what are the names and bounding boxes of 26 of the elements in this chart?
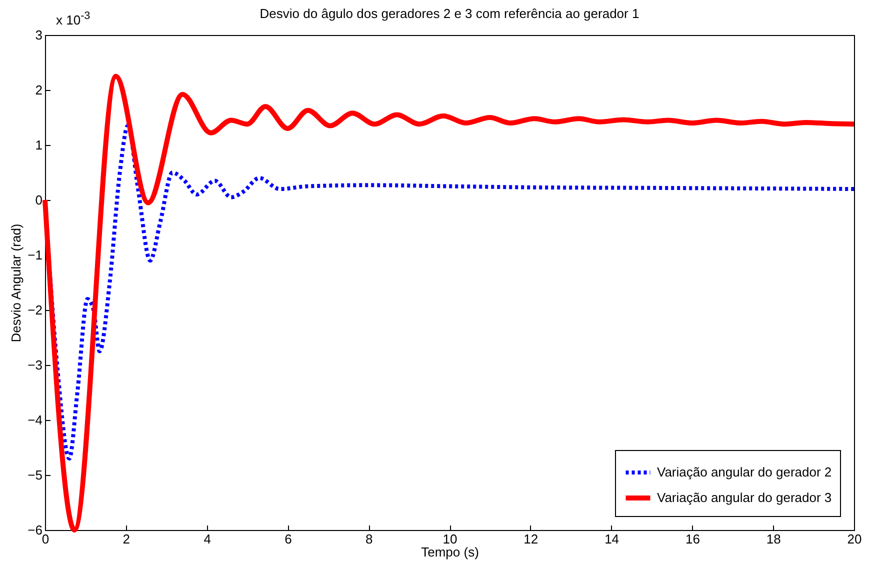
chart-title: Desvio do âgulo dos geradores 2 e 3 com referência ao gerador 1 — [260, 6, 640, 21]
y-tick-label: −4 — [28, 412, 42, 428]
legend-label: Variação angular do gerador 2 — [657, 464, 832, 480]
x-tick-label: 16 — [685, 532, 700, 546]
x-tick-label: 14 — [604, 532, 620, 546]
x-tick-label: 8 — [365, 532, 373, 546]
x-tick-label: 12 — [524, 532, 538, 546]
x-axis-title: Tempo (s) — [421, 544, 479, 560]
y-tick-label: 3 — [35, 28, 42, 42]
y-tick-label: −5 — [28, 468, 42, 482]
text: x 10$^{-3}$ — [56, 10, 90, 28]
y-tick-label: 0 — [35, 192, 42, 208]
x-tick-label: 4 — [204, 532, 211, 546]
y-tick-label: 2 — [35, 82, 42, 98]
y-tick-label: −3 — [28, 358, 42, 372]
x-tick-label: 18 — [766, 532, 781, 546]
x-tick-label: 6 — [284, 532, 292, 546]
y-axis-title: Desvio Angular (rad) — [8, 224, 24, 342]
y-tick-label: 1 — [35, 138, 42, 152]
y-tick-label: −6 — [28, 522, 42, 538]
x-tick-label: 20 — [847, 532, 862, 546]
y-tick-label: −2 — [28, 302, 42, 318]
x-tick-label: 2 — [122, 532, 130, 546]
legend-label: Variação angular do gerador 3 — [657, 490, 832, 505]
y-tick-label: −1 — [28, 248, 42, 262]
x-tick-label: 10 — [442, 532, 458, 546]
